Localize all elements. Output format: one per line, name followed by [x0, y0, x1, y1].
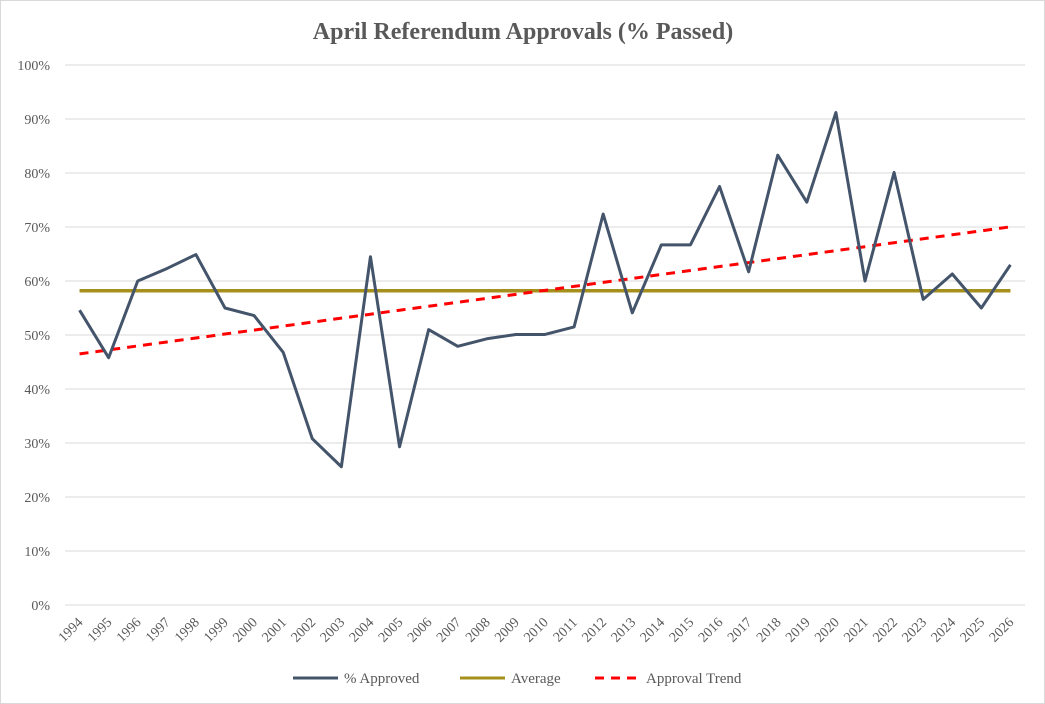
legend: % Approved Average Approval Trend [293, 671, 742, 687]
x-tick-label: 1994 [56, 615, 86, 645]
y-axis-ticks: 0% 10% 20% 30% 40% 50% 60% 70% 80% 90% 100% [17, 59, 50, 614]
x-tick-label: 2012 [580, 615, 610, 645]
y-tick-label: 60% [24, 275, 50, 290]
x-tick-label: 2011 [551, 615, 581, 645]
x-tick-label: 2013 [609, 615, 639, 645]
x-tick-label: 2005 [376, 615, 406, 645]
x-tick-label: 2019 [783, 615, 813, 645]
y-tick-label: 90% [24, 113, 50, 128]
y-tick-label: 70% [24, 221, 50, 236]
x-tick-label: 2009 [492, 615, 522, 645]
x-tick-label: 1999 [201, 615, 231, 645]
x-tick-label: 2004 [347, 615, 377, 645]
x-tick-label: 2014 [638, 615, 668, 645]
y-tick-label: 0% [31, 599, 50, 614]
x-tick-label: 1998 [172, 615, 202, 645]
y-tick-label: 40% [24, 383, 50, 398]
x-tick-label: 2015 [667, 615, 697, 645]
x-tick-label: 1997 [143, 615, 173, 645]
x-tick-label: 2007 [434, 615, 464, 645]
x-tick-label: 2003 [318, 615, 348, 645]
x-tick-label: 2000 [231, 615, 261, 645]
y-tick-label: 100% [17, 59, 50, 74]
x-tick-label: 2018 [754, 615, 784, 645]
y-tick-label: 10% [24, 545, 50, 560]
chart-title: April Referendum Approvals (% Passed) [313, 19, 733, 45]
y-tick-label: 20% [24, 491, 50, 506]
x-tick-label: 2017 [725, 615, 755, 645]
x-axis-ticks: 1994199519961997199819992000200120022003… [56, 615, 1017, 645]
series-line-approval-trend [79, 225, 1011, 356]
x-tick-label: 2026 [987, 615, 1017, 645]
y-tick-label: 30% [24, 437, 50, 452]
x-tick-label: 2020 [812, 615, 842, 645]
x-tick-label: 2010 [521, 615, 551, 645]
legend-label-approved: % Approved [344, 671, 420, 687]
series-lines [78, 111, 1012, 469]
legend-label-approval-trend: Approval Trend [646, 671, 742, 687]
x-tick-label: 2001 [260, 615, 290, 645]
x-tick-label: 2008 [463, 615, 493, 645]
series-line-approved [78, 111, 1012, 469]
x-tick-label: 2024 [929, 615, 959, 645]
x-tick-label: 2023 [900, 615, 930, 645]
y-tick-label: 50% [24, 329, 50, 344]
x-tick-label: 2002 [289, 615, 319, 645]
x-tick-label: 2022 [871, 615, 901, 645]
x-tick-label: 2021 [841, 615, 871, 645]
legend-label-average: Average [511, 671, 561, 687]
x-tick-label: 2016 [696, 615, 726, 645]
x-tick-label: 2025 [958, 615, 988, 645]
x-tick-label: 1996 [114, 615, 144, 645]
x-tick-label: 1995 [85, 615, 115, 645]
y-tick-label: 80% [24, 167, 50, 182]
x-tick-label: 2006 [405, 615, 435, 645]
